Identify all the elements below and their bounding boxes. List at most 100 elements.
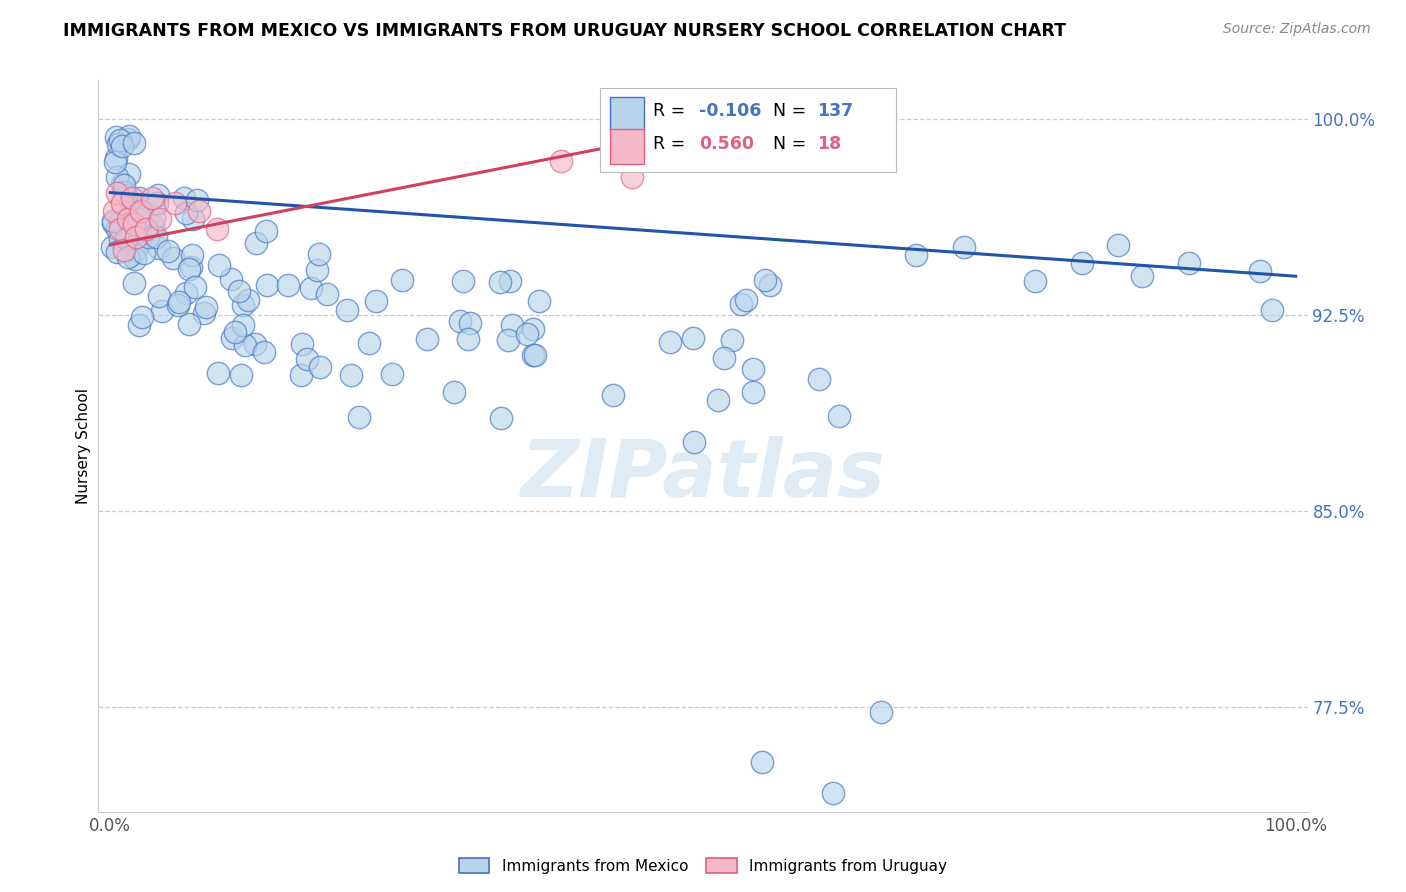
Text: ZIPatlas: ZIPatlas: [520, 436, 886, 515]
Point: [146, 187, 169, 202]
Point: [869, 706, 891, 720]
Point: [174, 285, 197, 300]
FancyBboxPatch shape: [600, 87, 897, 171]
Point: [105, 244, 128, 259]
Point: [105, 222, 128, 236]
Point: [754, 272, 776, 286]
Point: [108, 133, 131, 147]
Point: [620, 169, 643, 184]
Point: [1024, 275, 1046, 289]
Point: [735, 293, 758, 308]
Point: [104, 130, 127, 145]
Point: [141, 191, 163, 205]
Point: [150, 304, 173, 318]
Point: [221, 272, 243, 286]
Point: [142, 219, 165, 233]
Point: [682, 331, 704, 345]
Point: [107, 137, 129, 152]
Point: [489, 275, 512, 289]
Point: [105, 186, 128, 200]
Point: [316, 287, 339, 301]
Point: [228, 284, 250, 298]
Point: [308, 247, 330, 261]
Point: [499, 274, 522, 288]
Point: [181, 248, 204, 262]
Text: N =: N =: [762, 135, 813, 153]
Point: [121, 191, 143, 205]
Point: [104, 151, 127, 165]
Point: [277, 277, 299, 292]
Point: [742, 384, 765, 399]
Text: 18: 18: [817, 135, 841, 153]
Point: [347, 410, 370, 425]
Point: [117, 211, 139, 226]
Point: [309, 359, 332, 374]
Point: [117, 132, 139, 146]
Point: [340, 368, 363, 383]
Point: [124, 277, 146, 291]
Point: [165, 196, 187, 211]
Point: [108, 232, 131, 246]
Point: [730, 297, 752, 311]
Point: [111, 177, 134, 191]
Point: [101, 240, 124, 254]
Point: [186, 193, 208, 207]
Point: [121, 247, 143, 261]
Point: [143, 211, 166, 225]
Point: [527, 293, 550, 308]
Point: [105, 169, 128, 184]
Point: [149, 211, 172, 226]
Point: [682, 434, 704, 449]
Point: [828, 409, 851, 423]
Point: [125, 244, 148, 258]
Point: [128, 213, 150, 227]
Point: [458, 316, 481, 330]
Point: [136, 230, 159, 244]
Point: [742, 361, 765, 376]
Point: [131, 310, 153, 325]
Point: [128, 191, 150, 205]
Point: [108, 222, 131, 236]
Point: [121, 199, 143, 213]
Point: [229, 368, 252, 382]
Point: [205, 222, 228, 236]
Point: [232, 297, 254, 311]
Point: [103, 203, 125, 218]
Point: [245, 236, 267, 251]
Point: [148, 241, 170, 255]
Point: [416, 332, 439, 346]
Point: [169, 294, 191, 309]
Point: [167, 298, 190, 312]
Text: -0.106: -0.106: [699, 103, 762, 120]
Point: [180, 260, 202, 274]
Point: [174, 206, 197, 220]
Point: [148, 288, 170, 302]
Point: [381, 367, 404, 381]
Point: [125, 230, 148, 244]
Point: [181, 212, 204, 227]
Point: [101, 213, 124, 227]
Point: [254, 224, 277, 238]
Point: [224, 325, 246, 339]
Point: [359, 336, 381, 351]
Point: [112, 185, 135, 199]
Point: [290, 368, 312, 383]
Point: [489, 411, 512, 425]
Point: [305, 263, 328, 277]
Text: 137: 137: [817, 103, 853, 120]
Point: [184, 280, 207, 294]
Point: [238, 293, 260, 307]
Point: [173, 191, 195, 205]
Text: Source: ZipAtlas.com: Source: ZipAtlas.com: [1223, 22, 1371, 37]
Bar: [610, 129, 644, 164]
Point: [496, 333, 519, 347]
Point: [905, 248, 928, 262]
Point: [135, 222, 157, 236]
Point: [162, 251, 184, 265]
Point: [759, 278, 782, 293]
Point: [501, 318, 523, 333]
Point: [132, 246, 155, 260]
Point: [823, 787, 845, 801]
Point: [602, 387, 624, 401]
Point: [104, 154, 127, 169]
